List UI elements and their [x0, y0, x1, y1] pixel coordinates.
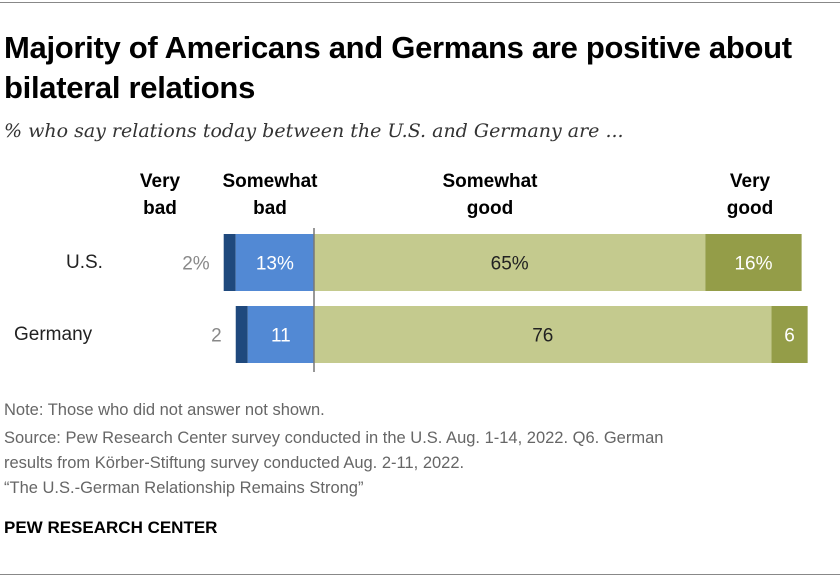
bar-somewhat-good: [314, 306, 772, 363]
data-label-somewhat-good: 76: [532, 326, 553, 347]
brand-logo-text: PEW RESEARCH CENTER: [4, 518, 218, 537]
bar-somewhat-bad: [247, 306, 314, 363]
data-label-somewhat-bad: 13%: [256, 254, 294, 275]
bar-very-good: [705, 234, 802, 291]
header-very-good: Very good: [726, 171, 774, 219]
data-label-very-good: 6: [784, 326, 795, 347]
source-line-2: results from Körber-Stiftung survey cond…: [4, 454, 465, 472]
bar-very-good: [771, 306, 808, 363]
data-label-somewhat-bad: 11: [271, 326, 291, 347]
data-label-very-bad: 2%: [182, 254, 210, 275]
header-somewhat-good: Somewhat good: [442, 171, 538, 219]
bar-somewhat-bad: [235, 234, 314, 291]
row-label-germany: Germany: [14, 324, 93, 345]
row-label-us: U.S.: [66, 252, 103, 273]
chart-title: Majority of Americans and Germans are po…: [4, 30, 792, 105]
header-somewhat-bad: Somewhat bad: [222, 171, 318, 219]
source-line-1: Source: Pew Research Center survey condu…: [4, 429, 664, 447]
bar-somewhat-good: [314, 234, 706, 291]
data-label-very-good: 16%: [734, 254, 772, 275]
note: Note: Those who did not answer not shown…: [4, 401, 325, 419]
report-title: “The U.S.-German Relationship Remains St…: [4, 479, 364, 497]
header-very-bad: Very bad: [139, 171, 181, 219]
bar-very-bad: [223, 234, 236, 291]
bar-very-bad: [235, 306, 248, 363]
top-rule: [0, 2, 840, 3]
bottom-rule: [0, 574, 840, 575]
chart-subtitle: % who say relations today between the U.…: [4, 120, 624, 142]
data-label-very-bad: 2: [211, 326, 222, 347]
data-label-somewhat-good: 65%: [491, 254, 529, 275]
